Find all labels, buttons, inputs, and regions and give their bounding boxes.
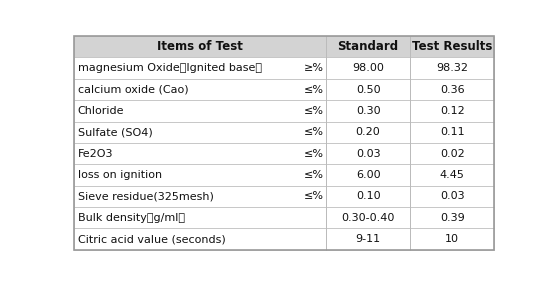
Text: Fe2O3: Fe2O3 [78, 149, 114, 158]
Text: 0.11: 0.11 [440, 127, 465, 137]
Text: 0.12: 0.12 [440, 106, 465, 116]
Text: Items of Test: Items of Test [157, 40, 243, 53]
Bar [74, 164, 326, 186]
Bar [74, 228, 326, 250]
Bar [326, 100, 410, 122]
Bar [74, 79, 326, 100]
Text: 98.00: 98.00 [352, 63, 384, 73]
Text: 0.02: 0.02 [440, 149, 465, 158]
Bar [74, 100, 326, 122]
Text: 0.30: 0.30 [356, 106, 381, 116]
Bar [410, 122, 494, 143]
Bar [410, 164, 494, 186]
Bar [74, 186, 326, 207]
Text: Sulfate (SO4): Sulfate (SO4) [78, 127, 152, 137]
Text: ≤%: ≤% [304, 149, 324, 158]
Bar [410, 79, 494, 100]
Text: Bulk density（g/ml）: Bulk density（g/ml） [78, 213, 185, 223]
Bar [326, 36, 410, 57]
Text: Test Results: Test Results [412, 40, 493, 53]
Text: magnesium Oxide（Ignited base）: magnesium Oxide（Ignited base） [78, 63, 262, 73]
Bar [410, 100, 494, 122]
Text: calcium oxide (Cao): calcium oxide (Cao) [78, 85, 188, 95]
Bar [74, 207, 326, 228]
Bar [326, 228, 410, 250]
Text: 0.10: 0.10 [356, 191, 381, 201]
Text: ≤%: ≤% [304, 191, 324, 201]
Text: 0.36: 0.36 [440, 85, 465, 95]
Bar [74, 36, 326, 57]
Text: ≥%: ≥% [304, 63, 324, 73]
Bar [326, 186, 410, 207]
Text: loss on ignition: loss on ignition [78, 170, 162, 180]
Bar [410, 207, 494, 228]
Text: 0.50: 0.50 [356, 85, 381, 95]
Text: ≤%: ≤% [304, 106, 324, 116]
Text: 0.39: 0.39 [440, 213, 465, 223]
Text: 10: 10 [445, 234, 459, 244]
Bar [74, 122, 326, 143]
Text: ≤%: ≤% [304, 85, 324, 95]
Text: 0.03: 0.03 [440, 191, 465, 201]
Text: 6.00: 6.00 [356, 170, 381, 180]
Bar [326, 79, 410, 100]
Text: 0.03: 0.03 [356, 149, 381, 158]
Text: ≤%: ≤% [304, 170, 324, 180]
Text: Sieve residue(325mesh): Sieve residue(325mesh) [78, 191, 214, 201]
Text: 9-11: 9-11 [356, 234, 381, 244]
Text: Chloride: Chloride [78, 106, 124, 116]
Text: 0.30-0.40: 0.30-0.40 [341, 213, 395, 223]
Bar [326, 143, 410, 164]
Bar [410, 228, 494, 250]
Text: 0.20: 0.20 [356, 127, 381, 137]
Bar [326, 57, 410, 79]
Bar [74, 143, 326, 164]
Text: Standard: Standard [337, 40, 399, 53]
Text: ≤%: ≤% [304, 127, 324, 137]
Bar [410, 143, 494, 164]
Bar [326, 207, 410, 228]
Text: 98.32: 98.32 [436, 63, 468, 73]
Bar [74, 57, 326, 79]
Bar [326, 164, 410, 186]
Bar [410, 36, 494, 57]
Text: Citric acid value (seconds): Citric acid value (seconds) [78, 234, 225, 244]
Bar [326, 122, 410, 143]
Bar [410, 186, 494, 207]
Text: 4.45: 4.45 [440, 170, 465, 180]
Bar [410, 57, 494, 79]
